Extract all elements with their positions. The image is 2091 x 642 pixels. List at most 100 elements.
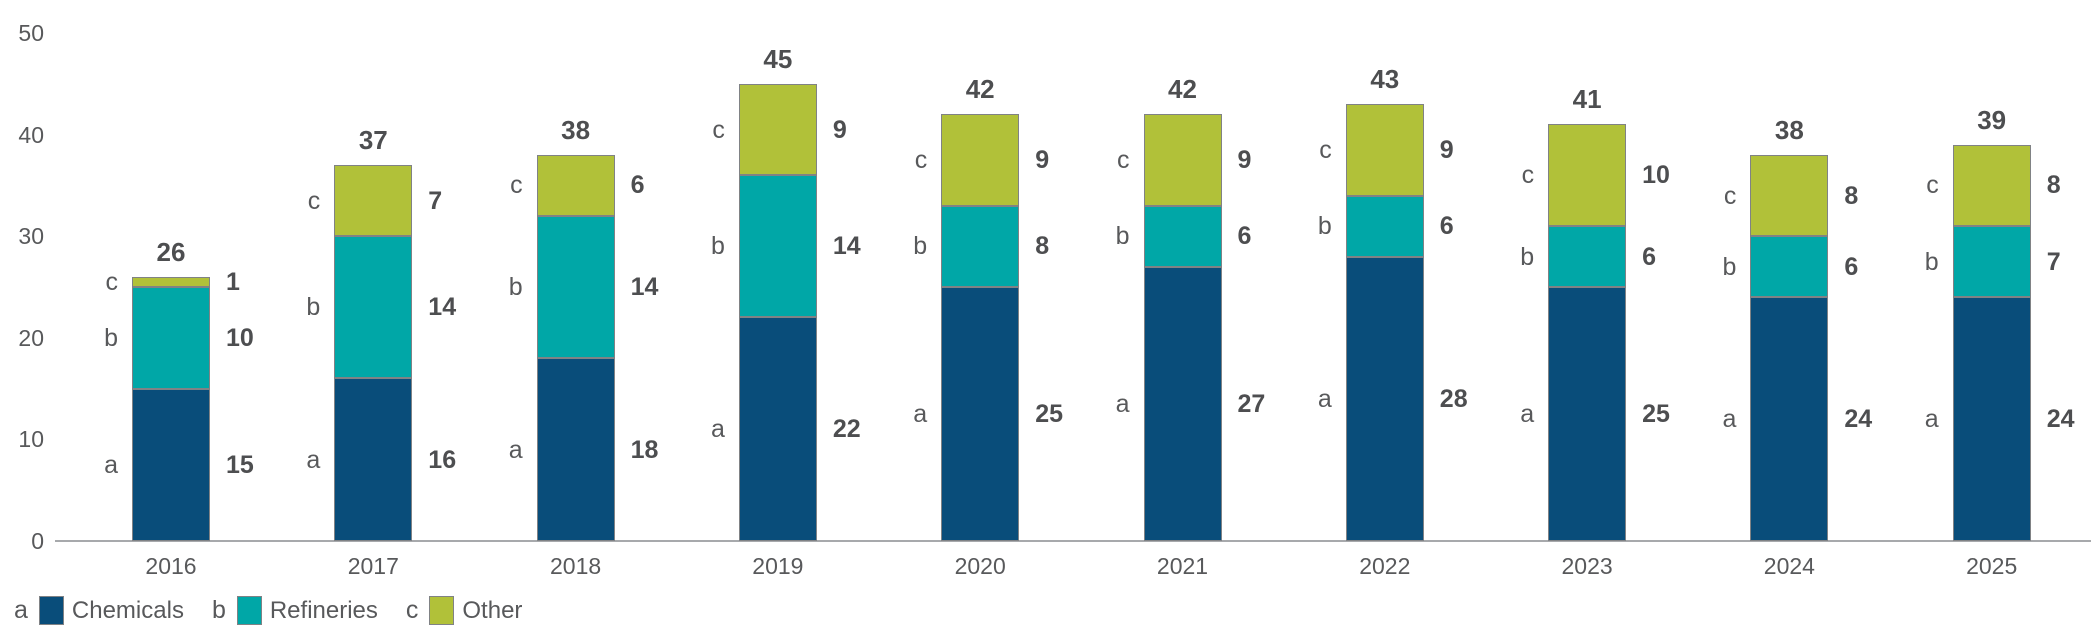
x-axis-line [55,540,2091,542]
segment-value-c-2017: 7 [428,186,443,215]
bar-2020-segment-c [941,114,1020,206]
segment-value-c-2018: 6 [630,171,645,200]
bar-total-2025: 39 [1977,104,2007,135]
y-tick-50: 50 [18,20,44,46]
legend-swatch-chemicals [38,596,64,625]
x-tick-2017: 2017 [347,553,399,579]
segment-value-a-2022: 28 [1439,384,1468,413]
segment-value-a-2019: 22 [832,415,861,444]
y-tick-40: 40 [18,121,44,148]
bar-total-2017: 37 [358,125,388,156]
segment-value-b-2017: 14 [428,293,457,322]
segment-letter-b-2017: b [306,293,321,322]
segment-letter-a-2017: a [306,445,321,474]
bar-total-2019: 45 [763,43,793,74]
bar-2023-segment-c [1548,124,1627,227]
segment-letter-c-2022: c [1319,135,1332,164]
bar-2021-segment-c [1143,114,1222,206]
segment-letter-a-2023: a [1520,400,1535,428]
segment-letter-a-2019: a [710,415,725,444]
segment-letter-b-2021: b [1115,222,1130,251]
legend-item-other: c Other [405,596,523,625]
bar-2018-segment-a [536,358,615,541]
segment-letter-b-2020: b [913,232,928,261]
bar-2021-segment-b [1143,205,1222,267]
segment-value-a-2017: 16 [428,445,457,474]
bar-2024-segment-b [1750,236,1829,298]
segment-value-a-2025: 24 [2046,405,2075,434]
legend-swatch-other [429,596,455,625]
x-tick-2021: 2021 [1156,553,1209,579]
x-tick-2024: 2024 [1763,553,1815,579]
legend-label-other: Other [462,596,523,624]
segment-letter-a-2016: a [104,450,118,479]
segment-letter-a-2021: a [1115,389,1130,418]
segment-value-b-2018: 14 [630,273,659,301]
segment-value-b-2023: 6 [1642,242,1656,271]
segment-letter-b-2024: b [1722,252,1737,281]
bar-2025-segment-a [1952,297,2031,541]
bar-total-2022: 43 [1370,64,1400,95]
legend-letter-c: c [405,596,419,624]
bar-total-2018: 38 [561,114,591,145]
y-tick-0: 0 [31,528,44,554]
segment-value-a-2016: 15 [226,450,254,479]
segment-value-b-2025: 7 [2046,247,2061,276]
segment-letter-a-2022: a [1317,384,1332,413]
segment-value-c-2021: 9 [1237,146,1252,174]
bar-2025-segment-b [1952,226,2031,298]
segment-value-a-2020: 25 [1035,400,1063,428]
segment-value-b-2024: 6 [1844,252,1859,281]
bar-2018-segment-c [536,154,615,216]
segment-letter-b-2018: b [508,273,523,301]
segment-letter-c-2017: c [307,186,321,215]
bar-2025-segment-c [1952,144,2031,227]
bar-total-2016: 26 [156,236,186,267]
x-tick-2020: 2020 [954,553,1006,579]
legend: a Chemicals b Refineries c Other [14,596,522,625]
segment-value-b-2022: 6 [1439,212,1454,241]
bar-total-2021: 42 [1168,74,1197,105]
segment-value-c-2024: 8 [1844,181,1859,210]
segment-value-b-2019: 14 [832,232,861,261]
bar-total-2020: 42 [965,74,995,105]
segment-letter-a-2020: a [913,400,928,428]
bar-2024-segment-c [1750,154,1829,237]
segment-letter-b-2019: b [710,232,725,261]
segment-letter-b-2025: b [1924,247,1939,276]
y-tick-10: 10 [18,426,44,453]
segment-letter-c-2016: c [105,267,119,296]
segment-letter-c-2023: c [1521,161,1535,190]
bar-2021-segment-a [1143,266,1222,541]
segment-value-a-2018: 18 [630,435,659,464]
bar-2022-segment-b [1345,195,1424,257]
bar-2016-segment-a [132,388,210,541]
bar-2020-segment-a [941,287,1020,541]
bar-2023-segment-a [1548,287,1627,541]
x-tick-2022: 2022 [1359,553,1411,579]
segment-letter-c-2024: c [1723,181,1737,210]
segment-letter-a-2025: a [1924,405,1939,434]
legend-label-refineries: Refineries [269,596,378,624]
bar-2017-segment-c [334,165,413,237]
x-tick-2019: 2019 [752,553,804,579]
segment-letter-b-2022: b [1317,212,1332,241]
bar-2016-segment-c [132,276,210,287]
segment-letter-a-2018: a [508,435,523,464]
bar-total-2023: 41 [1572,84,1602,115]
segment-letter-c-2025: c [1926,171,1939,200]
bar-2016-segment-b [132,287,210,389]
x-tick-2025: 2025 [1966,553,2018,579]
y-tick-20: 20 [18,324,44,351]
bar-2022-segment-a [1345,256,1424,541]
bar-2018-segment-b [536,215,615,359]
bar-2023-segment-b [1548,226,1627,287]
segment-letter-c-2018: c [510,171,523,200]
segment-value-c-2020: 9 [1035,146,1050,174]
segment-value-c-2025: 8 [2046,171,2061,200]
segment-value-b-2020: 8 [1035,232,1050,261]
legend-swatch-refineries [236,596,262,625]
bar-2019-segment-c [738,83,817,176]
segment-value-a-2024: 24 [1844,405,1873,434]
legend-item-refineries: b Refineries [212,596,378,625]
